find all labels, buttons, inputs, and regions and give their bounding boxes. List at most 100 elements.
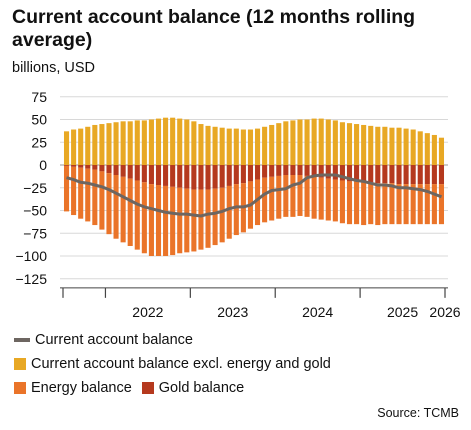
bar-gold (163, 165, 169, 186)
bar-excl-energy-gold (254, 128, 261, 165)
bar-energy (120, 176, 126, 243)
bar-excl-energy-gold (247, 129, 254, 165)
bar-excl-energy-gold (120, 121, 126, 165)
bar-gold (403, 165, 409, 185)
bar-excl-energy-gold (403, 128, 409, 165)
bar-gold (63, 165, 70, 166)
bar-energy (396, 184, 402, 225)
bar-gold (283, 165, 289, 176)
bar-gold (219, 165, 225, 188)
y-tick-label: 75 (31, 89, 47, 105)
bar-gold (339, 165, 345, 181)
bar-gold (424, 165, 430, 185)
bar-energy (219, 187, 225, 243)
y-tick-label: −100 (15, 248, 47, 264)
bar-gold (170, 165, 176, 187)
bar-excl-energy-gold (325, 119, 331, 165)
bar-gold (177, 165, 183, 188)
bar-energy (127, 178, 133, 246)
bar-excl-energy-gold (361, 124, 367, 165)
bar-energy (212, 188, 218, 246)
bar-energy (269, 176, 275, 221)
bar-energy (382, 183, 388, 225)
bar-energy (106, 173, 112, 235)
bar-energy (311, 176, 317, 219)
legend-line-current-account (14, 338, 30, 342)
bar-energy (354, 181, 360, 225)
bar-gold (382, 165, 388, 184)
bar-excl-energy-gold (417, 131, 423, 165)
x-tick-label: 2025 (387, 304, 418, 320)
bar-energy (410, 184, 416, 225)
bar-energy (389, 183, 395, 225)
bar-excl-energy-gold (219, 127, 225, 165)
x-tick-label: 2026 (429, 304, 460, 320)
bar-gold (127, 165, 133, 179)
bar-excl-energy-gold (431, 134, 437, 165)
bar-gold (262, 165, 268, 178)
y-axis-unit-label: billions, USD (12, 60, 95, 76)
bar-gold (438, 165, 445, 185)
source-note: Source: TCMB (377, 406, 459, 420)
bar-gold (120, 165, 126, 177)
bar-excl-energy-gold (198, 124, 204, 165)
bar-energy (71, 166, 77, 216)
bar-excl-energy-gold (304, 119, 310, 165)
bar-gold (318, 165, 324, 178)
y-tick-label: −25 (23, 180, 47, 196)
legend-item-energy-gold: Energy balance Gold balance (14, 380, 244, 396)
bar-gold (389, 165, 395, 184)
bar-excl-energy-gold (318, 118, 324, 165)
bar-excl-energy-gold (424, 133, 430, 165)
bar-energy (361, 182, 367, 226)
bar-excl-energy-gold (113, 122, 119, 165)
bar-gold (410, 165, 416, 185)
bar-excl-energy-gold (283, 121, 289, 165)
bar-energy (438, 184, 445, 225)
bar-excl-energy-gold (134, 120, 140, 165)
bar-excl-energy-gold (106, 123, 112, 165)
bar-excl-energy-gold (177, 118, 183, 165)
bar-gold (191, 165, 197, 190)
bar-excl-energy-gold (375, 126, 381, 165)
bar-energy (148, 184, 154, 256)
bar-excl-energy-gold (155, 118, 162, 165)
bar-excl-energy-gold (63, 131, 70, 165)
bar-energy (368, 182, 374, 225)
bar-energy (198, 189, 204, 250)
bar-excl-energy-gold (438, 137, 445, 165)
bar-gold (78, 165, 84, 168)
bar-excl-energy-gold (191, 121, 197, 165)
bar-gold (205, 165, 211, 190)
bar-excl-energy-gold (290, 120, 296, 165)
y-tick-label: 0 (39, 157, 47, 173)
x-tick-label: 2023 (217, 304, 248, 320)
bar-energy (113, 175, 119, 239)
bar-excl-energy-gold (240, 129, 246, 165)
bar-energy (141, 182, 147, 254)
bar-energy (233, 184, 239, 236)
bar-gold (346, 165, 353, 182)
bar-excl-energy-gold (141, 120, 147, 165)
y-tick-label: −75 (23, 225, 47, 241)
y-tick-label: 50 (31, 112, 47, 128)
bar-energy (431, 184, 437, 225)
bar-excl-energy-gold (339, 122, 345, 165)
bar-excl-energy-gold (368, 125, 374, 165)
bar-excl-energy-gold (212, 126, 218, 165)
bar-excl-energy-gold (311, 118, 317, 165)
bar-excl-energy-gold (382, 126, 388, 165)
bar-excl-energy-gold (127, 121, 133, 165)
legend-item-excl-energy-gold: Current account balance excl. energy and… (14, 356, 331, 372)
bar-energy (424, 184, 430, 225)
bar-energy (375, 183, 381, 226)
bar-gold (254, 165, 261, 180)
bar-gold (354, 165, 360, 182)
bar-energy (417, 184, 423, 225)
bar-excl-energy-gold (233, 128, 239, 165)
bar-gold (240, 165, 246, 184)
legend-label-gold: Gold balance (158, 380, 245, 396)
bar-energy (318, 177, 324, 220)
bar-gold (198, 165, 204, 190)
